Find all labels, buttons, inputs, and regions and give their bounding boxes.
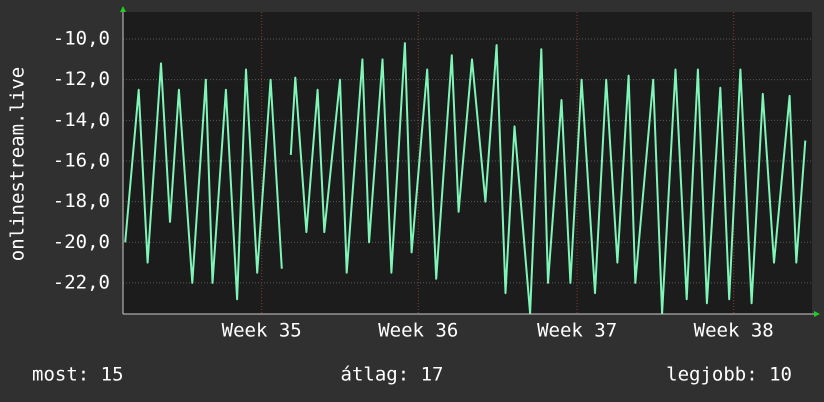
y-tick-label: -18,0 xyxy=(53,190,110,212)
stat-max: legjobb: 10 xyxy=(666,364,792,386)
y-tick-label: -14,0 xyxy=(53,109,110,131)
x-tick-label: Week 36 xyxy=(378,320,458,342)
y-tick-label: -10,0 xyxy=(53,28,110,50)
y-tick-label: -22,0 xyxy=(53,271,110,293)
y-arrow xyxy=(120,6,126,12)
y-tick-label: -20,0 xyxy=(53,231,110,253)
x-arrow xyxy=(814,311,820,317)
x-tick-label: Week 38 xyxy=(694,320,774,342)
stat-average: átlag: 17 xyxy=(341,364,444,386)
stat-current: most: 15 xyxy=(32,364,124,386)
x-tick-label: Week 35 xyxy=(222,320,302,342)
y-tick-label: -12,0 xyxy=(53,68,110,90)
data-line xyxy=(124,42,807,315)
y-tick-label: -16,0 xyxy=(53,149,110,171)
y-axis-label: onlinestream.live xyxy=(7,67,29,261)
x-tick-label: Week 37 xyxy=(537,320,617,342)
